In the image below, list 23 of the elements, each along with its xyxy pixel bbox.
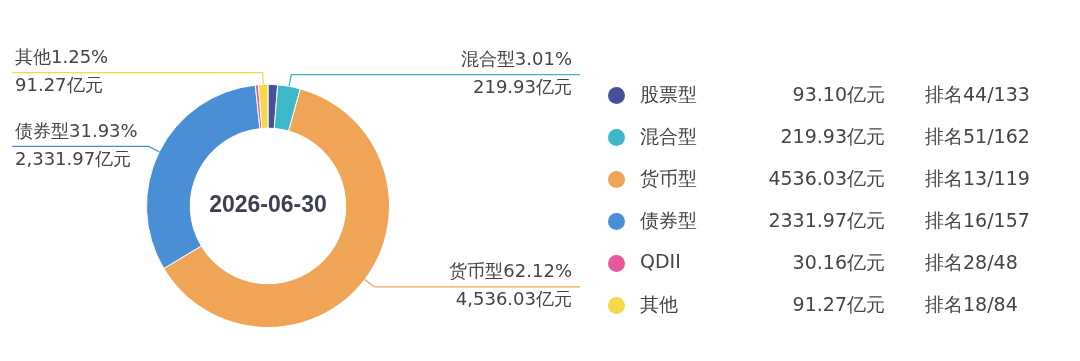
text: 4536.03亿元 <box>768 166 885 191</box>
legend-label: 债券型 <box>640 208 697 233</box>
text: 2331.97亿元 <box>768 208 885 233</box>
text: 排名28/48 <box>925 250 1018 275</box>
legend-label: 混合型 <box>640 124 697 149</box>
legend-label: QDII <box>640 250 681 272</box>
text: 排名44/133 <box>925 82 1030 107</box>
legend-label: 股票型 <box>640 82 697 107</box>
text: 排名16/157 <box>925 208 1030 233</box>
text: 排名51/162 <box>925 124 1030 149</box>
text: 排名18/84 <box>925 292 1018 317</box>
legend-label: 其他 <box>640 292 678 317</box>
text: 93.10亿元 <box>792 82 885 107</box>
data-label: 货币型62.12% 4,536.03亿元 <box>449 260 572 310</box>
text: 2026-06-30 <box>209 191 327 218</box>
text: 排名13/119 <box>925 166 1030 191</box>
data-label: 债券型31.93% 2,331.97亿元 <box>15 120 138 170</box>
text: 30.16亿元 <box>792 250 885 275</box>
data-label: 混合型3.01% 219.93亿元 <box>460 48 572 98</box>
text: 91.27亿元 <box>792 292 885 317</box>
data-label: 其他1.25% 91.27亿元 <box>15 46 109 96</box>
legend-label: 货币型 <box>640 166 697 191</box>
text: 219.93亿元 <box>780 124 885 149</box>
